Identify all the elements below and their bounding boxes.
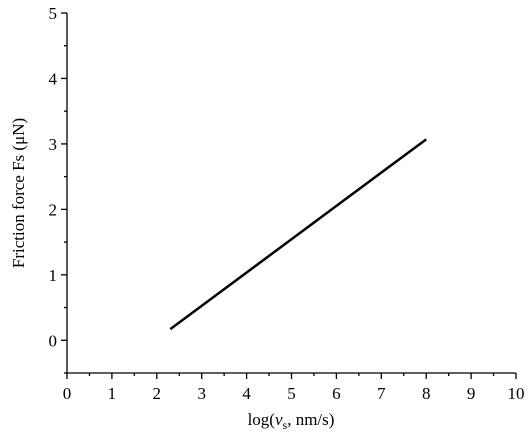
x-label-part: v (275, 410, 283, 429)
x-tick-label: 4 (242, 384, 251, 403)
x-tick-label: 8 (422, 384, 431, 403)
y-tick-label: 1 (49, 266, 58, 285)
y-tick-label: 4 (49, 69, 58, 88)
x-label-part: s (283, 418, 288, 432)
x-tick-label: 1 (108, 384, 117, 403)
x-label-part: log( (248, 410, 276, 429)
y-tick-label: 0 (49, 331, 58, 350)
x-tick-label: 10 (508, 384, 525, 403)
x-tick-label: 6 (332, 384, 341, 403)
data-line (169, 138, 427, 331)
y-tick-label: 5 (49, 4, 58, 23)
x-tick-label: 5 (287, 384, 296, 403)
y-tick-label: 2 (49, 200, 58, 219)
x-axis-label: log(vs, nm/s) (248, 410, 335, 432)
x-tick-label: 2 (153, 384, 162, 403)
y-tick-label: 3 (49, 135, 58, 154)
y-axis-label: Friction force Fs (μN) (9, 118, 28, 268)
x-tick-label: 3 (197, 384, 206, 403)
x-tick-label: 9 (467, 384, 476, 403)
x-tick-label: 7 (377, 384, 386, 403)
x-label-part: , nm/s) (287, 410, 334, 429)
x-tick-label: 0 (63, 384, 72, 403)
